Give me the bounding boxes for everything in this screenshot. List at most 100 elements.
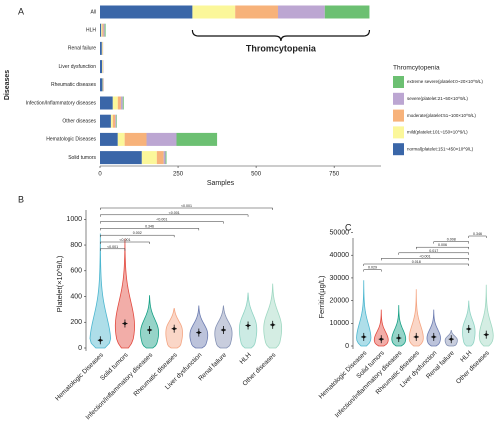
violin <box>408 289 424 347</box>
median-point <box>222 328 225 332</box>
y-tick-label: 50000 <box>330 229 350 236</box>
bracket-label: <0.001 <box>169 211 180 215</box>
violin <box>189 305 209 349</box>
median-point <box>246 324 250 327</box>
panel-label: B <box>18 194 24 204</box>
bar-segment <box>100 23 102 37</box>
violin <box>356 280 372 347</box>
bar-segment <box>102 60 103 74</box>
bar-segment <box>141 151 157 165</box>
legend-label: extreme severe(platelet:0~20×10^9/L) <box>407 79 483 84</box>
bar-segment <box>100 114 111 128</box>
y-tick-label: Hematologic Diseases <box>46 137 96 143</box>
y-tick-label: 0 <box>345 343 349 350</box>
legend-label: severe(platelet:21~50×10^9/L) <box>407 96 468 101</box>
brace <box>191 29 371 42</box>
bar-segment <box>100 60 103 74</box>
bar-segment <box>192 5 236 19</box>
bar-segment <box>324 5 370 19</box>
violin <box>238 292 258 349</box>
bracket <box>363 269 382 272</box>
bracket <box>381 258 469 261</box>
median-point <box>379 337 383 341</box>
violin <box>391 305 407 347</box>
legend-swatch <box>393 92 404 105</box>
x-axis-title: Samples <box>207 180 235 187</box>
y-tick-label: 10000 <box>330 320 350 327</box>
x-tick-label: 750 <box>329 172 340 178</box>
bracket <box>100 207 273 210</box>
bracket <box>468 235 487 238</box>
legend-label: moderate(platelet:51~100×10^9/L) <box>407 113 476 118</box>
y-tick-label: Liver dysfunction <box>58 64 96 70</box>
bracket <box>100 248 126 251</box>
bracket <box>100 234 175 238</box>
bar-segment <box>102 23 104 37</box>
x-tick-label: 250 <box>173 172 184 178</box>
bar-segment <box>100 132 118 146</box>
violin <box>478 284 494 347</box>
y-tick-label: 0 <box>78 345 82 352</box>
bracket-label: 0.008 <box>447 238 456 242</box>
median-point <box>362 335 366 339</box>
x-tick-label: 0 <box>98 172 102 178</box>
bracket-label: <0.001 <box>419 254 430 258</box>
bracket <box>363 263 469 266</box>
y-tick-label: All <box>90 9 96 15</box>
bar-segment <box>122 96 124 110</box>
bracket-label: 0.346 <box>145 224 154 228</box>
y-tick-label: 200 <box>70 319 82 326</box>
y-tick-label: Other diseases <box>62 119 96 125</box>
median-point <box>148 328 151 332</box>
y-tick-label: Solid tumors <box>68 155 96 161</box>
y-axis-title: Platelet(×10^9/L) <box>55 255 64 312</box>
y-tick-label: 1000 <box>66 216 82 223</box>
median-point <box>123 322 127 325</box>
bar-segment <box>163 151 166 165</box>
bar-segment <box>100 41 102 55</box>
bar-segment <box>112 96 118 110</box>
panel-label: C <box>345 222 352 232</box>
bar-segment <box>102 78 104 92</box>
violin <box>140 295 160 349</box>
bracket-label: 0.002 <box>133 231 142 235</box>
legend-title: Thromcytopenia <box>393 65 440 72</box>
y-tick-label: 40000 <box>330 252 350 259</box>
bar-segment <box>115 114 117 128</box>
bar-segment <box>117 132 125 146</box>
violin <box>263 283 283 349</box>
bar-segment <box>120 96 123 110</box>
bracket-label: <0.001 <box>107 245 118 249</box>
bracket-label: <0.001 <box>181 204 192 208</box>
bar-segment <box>277 5 325 19</box>
legend-swatch <box>393 126 404 139</box>
median-point <box>467 327 471 331</box>
median-point <box>271 323 275 327</box>
bracket-label: <0.001 <box>156 218 167 222</box>
y-tick-label: 30000 <box>330 275 350 282</box>
bar-segment <box>100 96 113 110</box>
x-tick-label: 500 <box>251 172 262 178</box>
bracket <box>100 221 224 224</box>
y-tick-label: 400 <box>70 293 82 300</box>
bracket <box>398 252 469 255</box>
bracket <box>100 214 249 217</box>
bar-segment <box>101 23 103 37</box>
bracket-label: 0.346 <box>473 232 482 236</box>
violin <box>114 238 135 349</box>
bar-segment <box>117 96 121 110</box>
annotation: Thromcytopenia <box>246 43 317 53</box>
median-point <box>432 335 436 339</box>
median-point <box>484 333 488 337</box>
panel-label: A <box>18 6 24 16</box>
bracket-label: 0.017 <box>429 249 438 253</box>
x-tick-label: HLH <box>459 349 473 363</box>
median-point <box>414 335 418 339</box>
bracket-label: <0.001 <box>119 238 130 242</box>
violin <box>462 300 476 347</box>
bracket-label: 0.006 <box>438 243 447 247</box>
violin <box>426 309 441 347</box>
bar-segment <box>103 23 105 37</box>
median-point <box>397 336 401 340</box>
x-tick-label: HLH <box>239 351 253 365</box>
